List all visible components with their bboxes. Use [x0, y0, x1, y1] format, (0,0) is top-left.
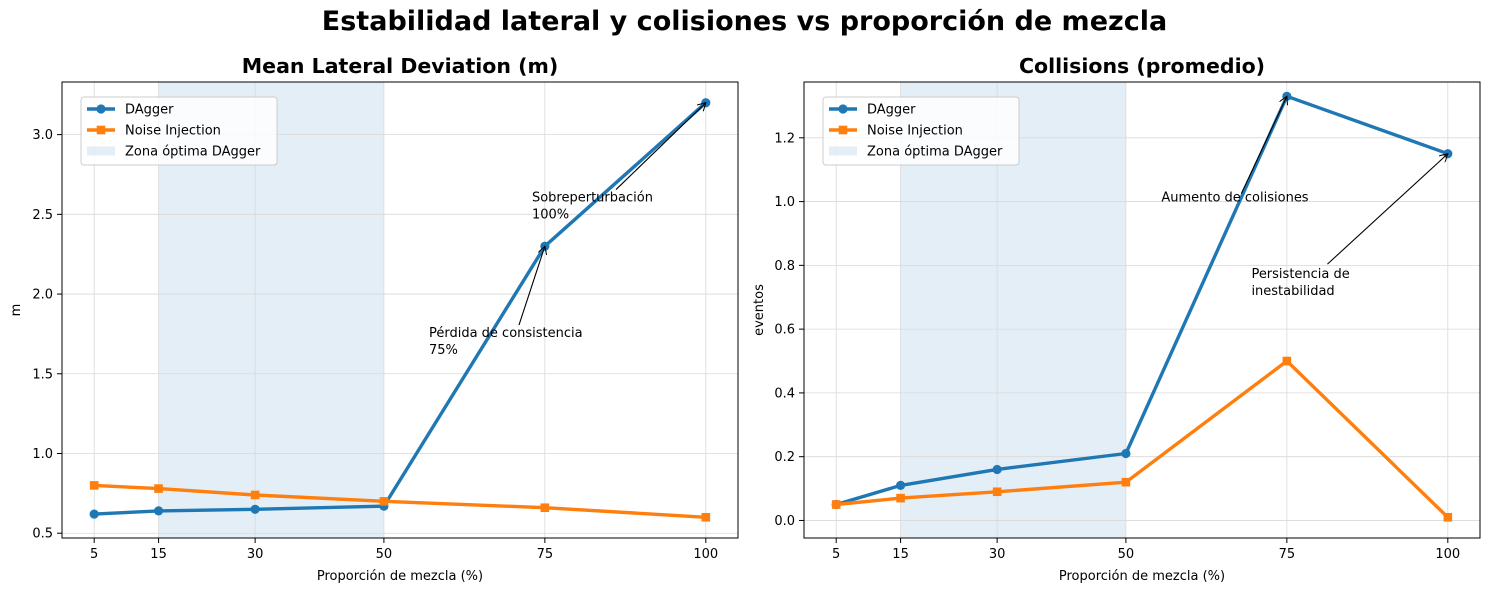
- dagger-point: [153, 506, 164, 516]
- lateral-deviation-chart: Pérdida de consistencia 75% Sobreperturbac…: [9, 54, 739, 584]
- x-axis-label: Proporción de mezcla (%): [317, 569, 483, 584]
- annotation-text: Aumento de colisiones: [1161, 191, 1308, 206]
- annotation-line: Aumento de colisiones: [1161, 191, 1308, 206]
- annotation-line: Sobreperturbación: [532, 191, 653, 206]
- legend-label: DAgger: [867, 103, 916, 118]
- x-tick-label: 50: [1118, 547, 1135, 562]
- legend-label: Noise Injection: [867, 124, 963, 139]
- y-tick-label: 0.2: [774, 450, 795, 465]
- annotation-line: Pérdida de consistencia: [429, 326, 583, 341]
- dagger-point: [895, 480, 906, 490]
- chart-title: Collisions (promedio): [1019, 54, 1265, 78]
- y-tick-label: 0.6: [774, 323, 795, 338]
- noise-injection-point: [831, 500, 841, 509]
- noise-injection-point: [540, 503, 550, 513]
- dagger-point: [250, 504, 260, 514]
- legend-noise-marker: [96, 125, 106, 135]
- noise-injection-point: [154, 484, 163, 493]
- noise-injection-point: [896, 493, 905, 503]
- x-tick-label: 15: [150, 547, 167, 562]
- legend-zone-swatch: [87, 146, 115, 156]
- y-axis-label: eventos: [752, 284, 767, 336]
- annotation-text: Pérdida de consistencia 75%: [429, 326, 583, 358]
- y-tick-label: 0.8: [774, 259, 795, 274]
- annotation-line: 100%: [532, 208, 569, 223]
- y-tick-label: 3.0: [32, 128, 53, 143]
- legend-label: DAgger: [125, 103, 174, 118]
- x-tick-label: 50: [376, 547, 393, 562]
- y-tick-label: 2.0: [32, 288, 53, 303]
- legend-dagger-marker: [838, 104, 848, 114]
- legend: DAgger Noise Injection Zona óptima DAgger: [822, 96, 1020, 166]
- annotation-arrow: [1240, 96, 1287, 194]
- series-line-dagger: [92, 100, 708, 516]
- noise-injection-point: [379, 497, 389, 506]
- annotation-line: inestabilidad: [1251, 284, 1334, 299]
- dagger-point: [992, 464, 1002, 475]
- x-tick-label: 100: [1435, 547, 1460, 562]
- y-tick-label: 1.0: [774, 195, 795, 210]
- dagger-point: [1121, 448, 1131, 459]
- legend-label: Zona óptima DAgger: [125, 145, 261, 160]
- noise-injection-point: [89, 481, 99, 490]
- plot-frame: [61, 81, 739, 539]
- series-line-dagger: [834, 94, 1450, 507]
- annotation-arrow: [1327, 154, 1447, 265]
- y-axis-label: m: [9, 304, 24, 317]
- annotation-arrow: [615, 103, 706, 190]
- y-tick-label: 0.0: [774, 514, 795, 529]
- noise-injection-point: [1282, 356, 1292, 366]
- series-line-noise-injection: [834, 359, 1450, 519]
- annotation-line: Persistencia de: [1251, 267, 1349, 282]
- x-tick-label: 75: [1279, 547, 1296, 562]
- noise-injection-point: [992, 487, 1002, 497]
- y-tick-label: 1.0: [32, 447, 53, 462]
- annotation-line: 75%: [429, 343, 458, 358]
- collisions-chart: Aumento de colisiones Persistencia de ines…: [752, 54, 1481, 584]
- x-axis-label: Proporción de mezcla (%): [1059, 569, 1225, 584]
- legend-zone-swatch: [829, 146, 857, 156]
- x-tick-label: 100: [693, 547, 718, 562]
- x-tick-label: 75: [537, 547, 554, 562]
- legend-label: Zona óptima DAgger: [867, 145, 1003, 160]
- legend-label: Noise Injection: [125, 124, 221, 139]
- x-tick-label: 30: [989, 547, 1006, 562]
- dagger-point: [540, 241, 550, 251]
- noise-injection-point: [1443, 512, 1453, 522]
- noise-injection-point: [1121, 477, 1131, 487]
- dagger-point: [89, 509, 99, 519]
- legend-noise-marker: [838, 125, 848, 135]
- chart-title: Mean Lateral Deviation (m): [242, 54, 558, 78]
- y-tick-label: 0.4: [774, 386, 795, 401]
- x-tick-label: 5: [832, 547, 840, 562]
- y-tick-label: 2.5: [32, 208, 53, 223]
- noise-injection-point: [701, 512, 711, 522]
- plot-frame: [803, 81, 1481, 539]
- noise-injection-point: [250, 490, 260, 500]
- y-tick-label: 0.5: [32, 527, 53, 542]
- y-tick-label: 1.2: [774, 131, 795, 146]
- legend-box: [822, 96, 1020, 166]
- x-tick-label: 15: [892, 547, 909, 562]
- annotation-arrow: [518, 246, 545, 326]
- annotation-text: Sobreperturbación 100%: [532, 191, 653, 223]
- legend-box: [80, 96, 278, 166]
- annotation-text: Persistencia de inestabilidad: [1251, 267, 1349, 299]
- series-line-noise-injection: [92, 483, 708, 519]
- figure-title: Estabilidad lateral y colisiones vs prop…: [321, 6, 1168, 37]
- y-tick-label: 1.5: [32, 367, 53, 382]
- legend: DAgger Noise Injection Zona óptima DAgger: [80, 96, 278, 166]
- x-tick-label: 5: [90, 547, 98, 562]
- legend-dagger-marker: [96, 104, 106, 114]
- x-tick-label: 30: [247, 547, 264, 562]
